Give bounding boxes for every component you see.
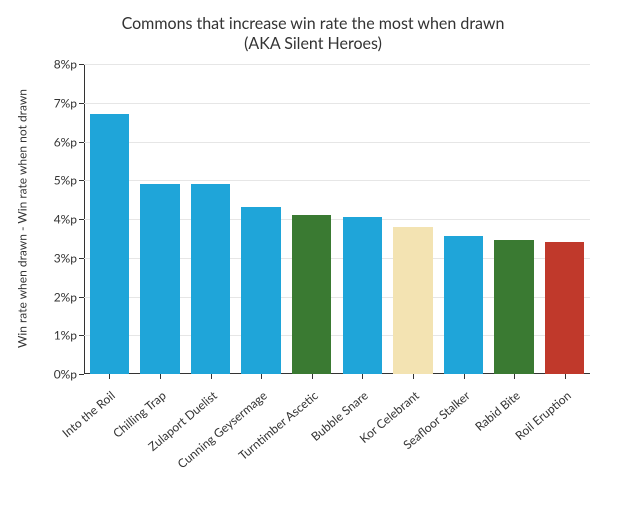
bar	[292, 215, 331, 374]
ytick-label: 0%p	[39, 367, 77, 382]
ytick-label: 3%p	[39, 250, 77, 265]
gridline	[84, 142, 590, 143]
gridline	[84, 64, 590, 65]
ytick-mark	[79, 103, 84, 104]
chart-figure: Commons that increase win rate the most …	[0, 0, 626, 517]
ytick-label: 6%p	[39, 134, 77, 149]
ytick-label: 4%p	[39, 212, 77, 227]
bar	[343, 217, 382, 374]
bar	[393, 227, 432, 374]
bar	[241, 207, 280, 374]
ytick-mark	[79, 335, 84, 336]
y-axis-label: Win rate when drawn - Win rate when not …	[15, 69, 30, 369]
bar	[191, 184, 230, 374]
bar	[140, 184, 179, 374]
plot-area	[84, 64, 590, 374]
xtick-mark	[160, 374, 161, 379]
xtick-mark	[362, 374, 363, 379]
xtick-mark	[565, 374, 566, 379]
ytick-label: 7%p	[39, 95, 77, 110]
xtick-mark	[514, 374, 515, 379]
ytick-mark	[79, 374, 84, 375]
ytick-mark	[79, 142, 84, 143]
ytick-label: 8%p	[39, 57, 77, 72]
chart-title: Commons that increase win rate the most …	[0, 14, 626, 54]
ytick-label: 1%p	[39, 328, 77, 343]
ytick-mark	[79, 297, 84, 298]
chart-title-line2: (AKA Silent Heroes)	[244, 34, 382, 53]
xtick-mark	[312, 374, 313, 379]
ytick-label: 5%p	[39, 173, 77, 188]
ytick-mark	[79, 180, 84, 181]
ytick-mark	[79, 258, 84, 259]
ytick-mark	[79, 219, 84, 220]
xtick-mark	[261, 374, 262, 379]
bar	[545, 242, 584, 374]
xtick-mark	[464, 374, 465, 379]
bar	[90, 114, 129, 374]
ytick-mark	[79, 64, 84, 65]
bar	[494, 240, 533, 374]
gridline	[84, 103, 590, 104]
gridline	[84, 180, 590, 181]
ytick-label: 2%p	[39, 289, 77, 304]
xtick-mark	[211, 374, 212, 379]
xtick-mark	[413, 374, 414, 379]
chart-title-line1: Commons that increase win rate the most …	[122, 14, 505, 33]
bar	[444, 236, 483, 374]
xtick-mark	[109, 374, 110, 379]
